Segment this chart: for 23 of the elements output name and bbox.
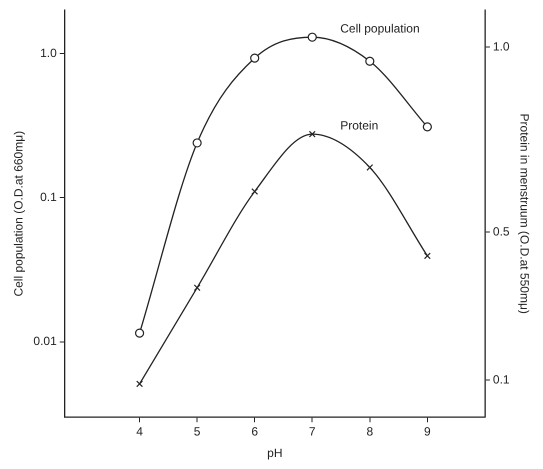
- point: [308, 32, 317, 42]
- x-tick-label: 9: [424, 424, 432, 439]
- point: [192, 138, 202, 148]
- point: [365, 56, 374, 66]
- y-tick-label: 1.0: [40, 46, 58, 60]
- point: [250, 54, 260, 63]
- y2-tick-label: 0.1: [492, 372, 510, 387]
- y2-tick-label: 1.0: [492, 40, 510, 54]
- y2-tick-label: 0.5: [492, 224, 510, 239]
- point: [134, 328, 144, 338]
- series-label: Cell population: [340, 21, 420, 36]
- x-tick-label: 7: [308, 424, 316, 439]
- x-tick-label: 4: [136, 424, 144, 439]
- point: [422, 122, 432, 132]
- y2-axis-title: Protein in menstruum (O.D.at 550mμ): [517, 114, 532, 314]
- x-axis-title: pH: [267, 446, 283, 460]
- y-tick-label: 0.1: [40, 190, 58, 204]
- series-label: Protein: [340, 118, 378, 132]
- x-tick-label: 6: [251, 424, 258, 439]
- y-tick-label: 0.01: [33, 334, 58, 348]
- x-tick-label: 8: [366, 424, 374, 439]
- x-tick-label: 5: [194, 424, 201, 439]
- y-axis-title: Cell population (O.D.at 660mμ): [12, 130, 26, 297]
